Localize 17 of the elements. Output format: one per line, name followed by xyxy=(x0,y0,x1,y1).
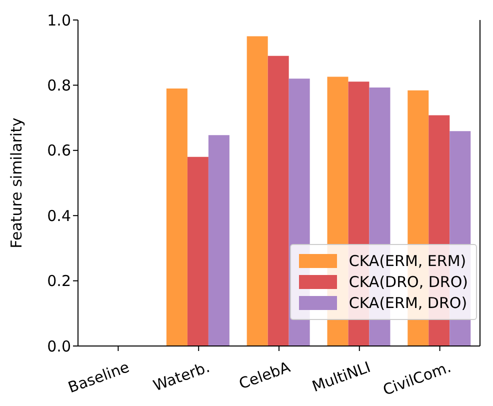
y-axis-title: Feature similarity xyxy=(7,118,26,248)
legend-label: CKA(ERM, DRO) xyxy=(348,294,468,312)
y-tick-label: 0.0 xyxy=(47,337,71,356)
bar xyxy=(246,36,268,346)
bar xyxy=(166,88,188,346)
y-tick-label: 0.2 xyxy=(47,272,71,290)
y-tick-label: 0.8 xyxy=(47,76,71,95)
y-tick-label: 0.6 xyxy=(47,142,71,160)
y-tick-label: 0.4 xyxy=(47,206,71,225)
bar xyxy=(268,56,289,346)
bar xyxy=(187,156,208,346)
y-tick-label: 1.0 xyxy=(47,11,71,30)
legend-label: CKA(DRO, DRO) xyxy=(348,273,468,291)
bar xyxy=(208,135,230,346)
x-tick-label: CelebA xyxy=(236,358,294,393)
legend-label: CKA(ERM, ERM) xyxy=(348,252,466,270)
x-tick-label: Waterb. xyxy=(150,358,212,395)
